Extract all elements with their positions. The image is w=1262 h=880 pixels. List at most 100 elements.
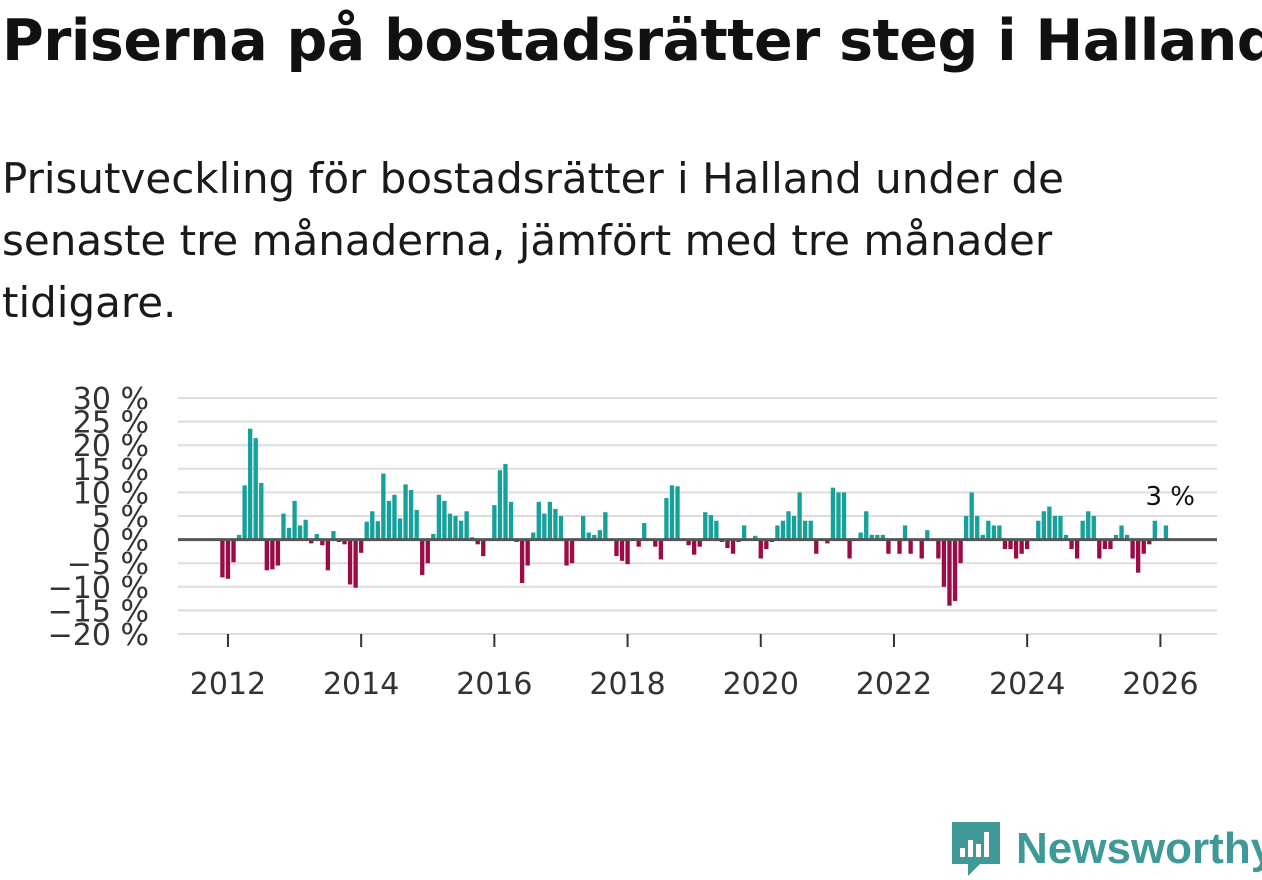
bar	[586, 532, 591, 540]
bar	[503, 464, 508, 540]
bar	[408, 490, 414, 540]
x-tick-label: 2022	[856, 667, 932, 702]
bar	[997, 525, 1002, 540]
bar	[303, 519, 308, 540]
bar	[658, 539, 664, 560]
bar	[603, 512, 608, 540]
bar	[714, 520, 719, 540]
bar	[1013, 539, 1019, 559]
bar	[403, 484, 408, 540]
bar	[270, 539, 275, 570]
bar-chart: 30 %25 %20 %15 %10 %5 %0 %−5 %−10 %−15 %…	[48, 382, 1217, 702]
y-tick-label: 0 %	[92, 524, 149, 559]
bar	[1080, 520, 1085, 540]
bar	[669, 485, 675, 540]
bar	[397, 518, 403, 540]
bar	[236, 534, 242, 540]
bar	[741, 525, 747, 540]
y-tick-label: −20 %	[48, 618, 149, 653]
bar	[464, 511, 469, 540]
chart-title: Priserna på bostadsrätter steg i Halland	[2, 8, 1262, 74]
bar	[425, 539, 430, 564]
y-tick-label: 25 %	[73, 406, 149, 441]
bar	[730, 539, 736, 554]
bar	[492, 505, 497, 540]
bar	[597, 530, 602, 540]
bar	[1152, 520, 1157, 540]
bar	[786, 511, 791, 540]
axes: 30 %25 %20 %15 %10 %5 %0 %−5 %−10 %−15 %…	[48, 382, 1217, 702]
x-tick-label: 2024	[989, 667, 1065, 702]
bar	[370, 511, 375, 540]
bar	[664, 498, 669, 540]
bar	[231, 539, 236, 563]
bar	[386, 500, 392, 540]
bar	[519, 539, 525, 584]
bar	[320, 539, 325, 546]
bar	[708, 515, 713, 540]
bar	[497, 470, 503, 540]
bar	[458, 520, 464, 540]
bar	[1047, 506, 1052, 540]
bar	[531, 532, 536, 540]
bar	[991, 525, 997, 540]
bar	[969, 492, 974, 540]
bar	[569, 539, 575, 564]
bar	[508, 501, 514, 540]
y-tick-label: −5 %	[67, 547, 149, 582]
bar	[1074, 539, 1080, 559]
bar	[986, 520, 991, 540]
newsworthy-brand: Newsworthy	[950, 818, 1262, 880]
bar	[1036, 520, 1041, 540]
bar	[919, 539, 924, 559]
bar	[359, 539, 364, 553]
chart-subtitle: Prisutveckling för bostadsrätter i Halla…	[2, 154, 1064, 327]
x-tick-label: 2020	[723, 667, 799, 702]
last-value-label: 3 %	[1145, 482, 1195, 512]
bar	[525, 539, 530, 566]
bar	[447, 513, 453, 540]
x-tick-label: 2026	[1122, 667, 1198, 702]
bar	[975, 516, 980, 540]
bar	[936, 539, 941, 559]
bar	[686, 539, 691, 546]
bar	[292, 500, 297, 540]
bar	[286, 527, 292, 540]
bar	[775, 525, 780, 540]
bar	[642, 523, 647, 540]
bar	[653, 539, 658, 547]
bar	[875, 534, 880, 540]
bar	[947, 539, 952, 606]
bar	[980, 534, 985, 540]
bar	[309, 539, 314, 544]
bar	[442, 500, 447, 540]
bar	[1119, 525, 1124, 540]
y-tick-label: 10 %	[73, 476, 149, 511]
y-tick-label: 20 %	[73, 429, 149, 464]
bar	[314, 533, 319, 540]
bar	[431, 533, 436, 540]
bar	[675, 486, 680, 540]
bar	[808, 520, 813, 540]
bar	[353, 539, 358, 588]
bar	[1113, 534, 1119, 540]
bar	[1008, 539, 1013, 550]
bar	[581, 516, 586, 540]
bar	[847, 539, 852, 559]
bar	[264, 539, 269, 571]
bar	[475, 539, 480, 545]
bar	[375, 521, 380, 540]
brand-name: Newsworthy	[1016, 824, 1262, 873]
bar	[1136, 539, 1141, 573]
bar	[703, 512, 708, 540]
bar	[248, 428, 253, 540]
y-tick-label: 30 %	[73, 382, 149, 417]
bar	[1069, 539, 1074, 550]
bar	[420, 539, 425, 575]
bar	[253, 438, 258, 540]
bar	[619, 539, 625, 561]
y-tick-label: 5 %	[92, 500, 149, 535]
bar	[908, 539, 913, 554]
bar	[925, 530, 930, 540]
bar	[342, 539, 347, 545]
